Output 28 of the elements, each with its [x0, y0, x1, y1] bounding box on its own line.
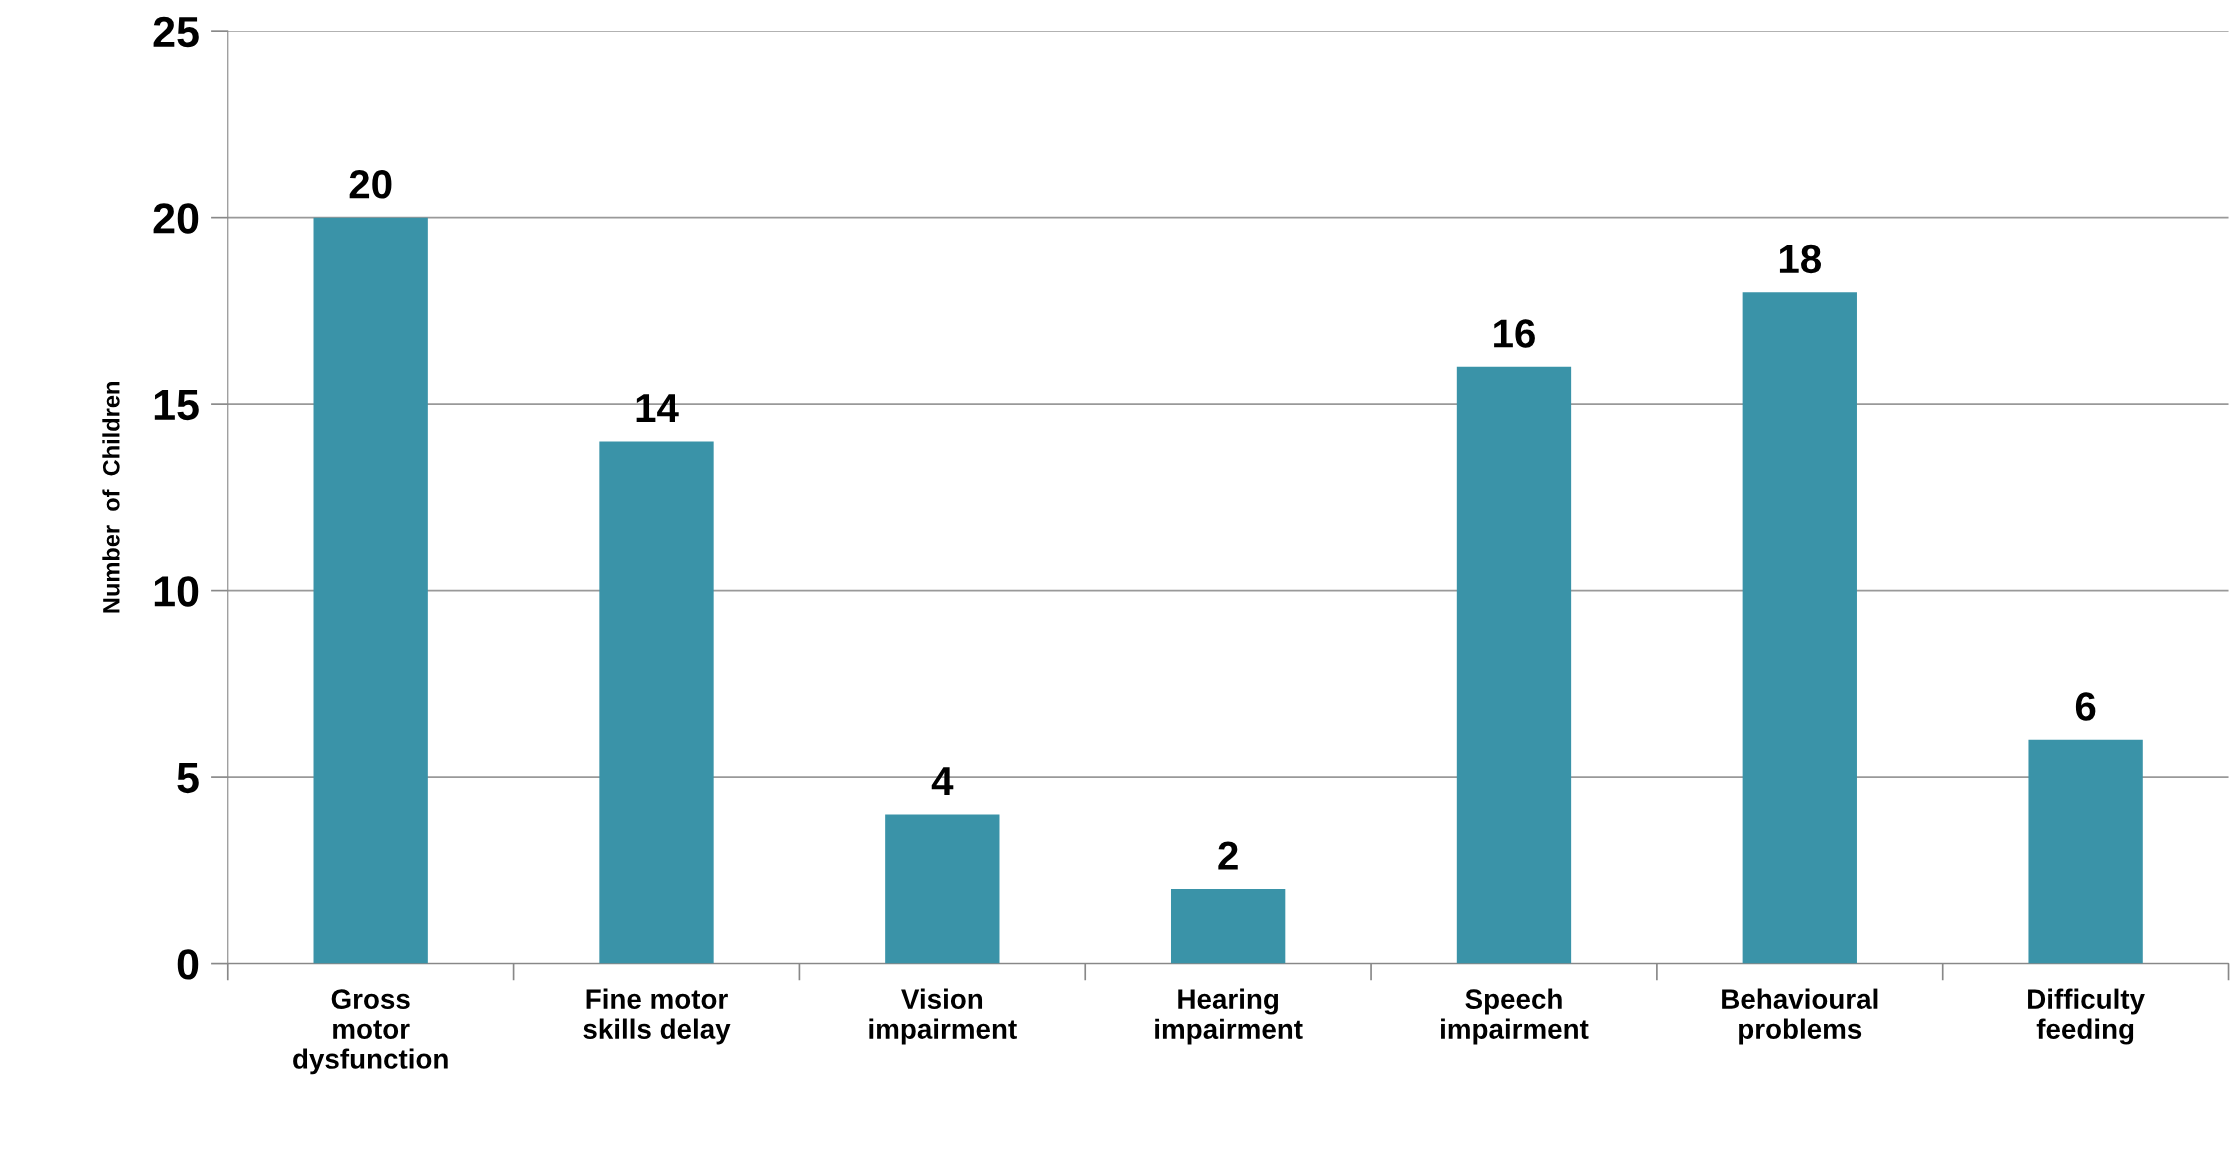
y-axis-title: Number of Children — [102, 382, 120, 613]
y-tick-label: 25 — [153, 16, 199, 48]
y-tick-label: 15 — [154, 390, 199, 421]
x-tick-label: Fine motor skills delay — [583, 988, 731, 1045]
data-label: 20 — [349, 170, 392, 199]
data-label: 18 — [1779, 244, 1821, 274]
x-tick-label: Behavioural problems — [1722, 988, 1878, 1045]
data-label: 2 — [1218, 841, 1238, 870]
data-label: 4 — [931, 767, 954, 795]
bar — [1456, 366, 1572, 964]
bar — [1170, 889, 1286, 964]
bar — [2028, 739, 2143, 964]
x-tick-label: Gross motor dysfunction — [293, 989, 448, 1075]
x-tick-label: Difficulty feeding — [2028, 988, 2145, 1045]
bar — [599, 441, 714, 964]
bar — [313, 217, 428, 964]
y-tick-label: 5 — [177, 763, 199, 794]
y-tick-label: 0 — [177, 949, 199, 980]
data-label: 14 — [636, 394, 679, 422]
bar — [1742, 292, 1857, 964]
data-label: 16 — [1494, 319, 1535, 348]
x-tick-label: Hearing impairment — [1155, 988, 1303, 1045]
bar — [885, 814, 1000, 964]
y-tick-label: 20 — [153, 203, 199, 234]
x-tick-label: Speech impairment — [1441, 988, 1589, 1045]
data-label: 6 — [2075, 692, 2096, 721]
y-tick-label: 10 — [154, 576, 199, 607]
x-tick-label: Vision impairment — [869, 988, 1017, 1045]
